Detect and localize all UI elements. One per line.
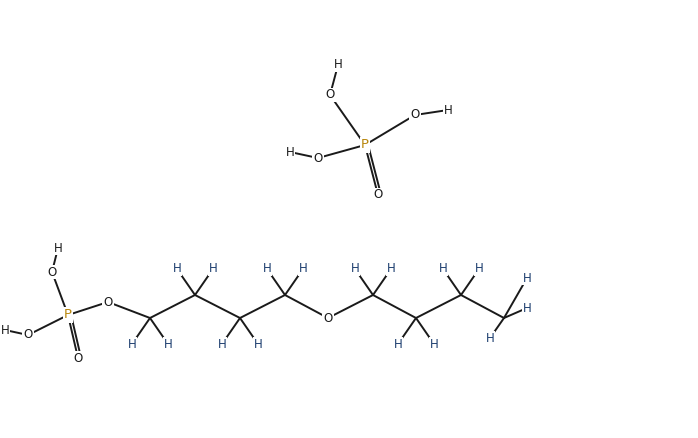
Text: H: H — [253, 338, 262, 350]
Text: H: H — [486, 332, 494, 345]
Text: P: P — [64, 308, 72, 321]
Text: H: H — [299, 262, 307, 276]
Text: O: O — [325, 88, 334, 102]
Text: O: O — [23, 328, 33, 342]
Text: O: O — [103, 296, 112, 308]
Text: H: H — [523, 301, 531, 314]
Text: H: H — [387, 262, 395, 276]
Text: O: O — [373, 188, 383, 201]
Text: O: O — [323, 311, 333, 325]
Text: H: H — [1, 324, 9, 336]
Text: P: P — [361, 138, 369, 152]
Text: H: H — [438, 262, 447, 276]
Text: H: H — [285, 145, 295, 159]
Text: H: H — [334, 59, 343, 71]
Text: H: H — [523, 272, 531, 285]
Text: O: O — [73, 352, 82, 364]
Text: O: O — [313, 152, 322, 165]
Text: H: H — [128, 338, 136, 350]
Text: O: O — [47, 265, 57, 279]
Text: H: H — [209, 262, 217, 276]
Text: H: H — [54, 241, 62, 254]
Text: H: H — [475, 262, 484, 276]
Text: H: H — [430, 338, 438, 350]
Text: O: O — [410, 109, 419, 121]
Text: H: H — [262, 262, 272, 276]
Text: H: H — [172, 262, 181, 276]
Text: H: H — [444, 103, 452, 117]
Text: H: H — [394, 338, 402, 350]
Text: H: H — [163, 338, 172, 350]
Text: H: H — [350, 262, 359, 276]
Text: H: H — [218, 338, 226, 350]
